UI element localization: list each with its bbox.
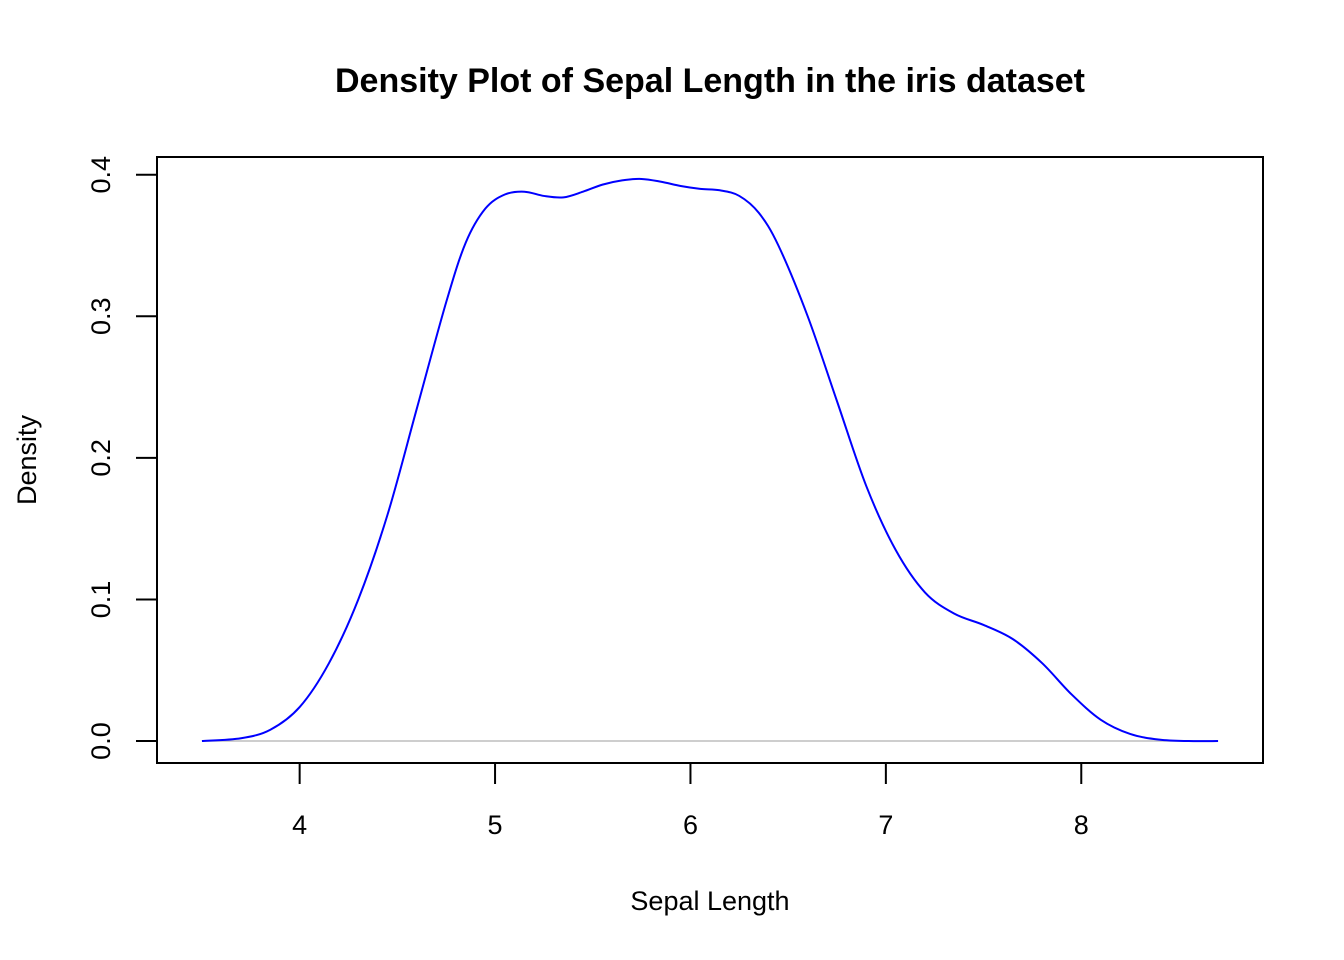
- x-axis-label: Sepal Length: [630, 886, 789, 916]
- x-axis: 4 5 6 7 8: [292, 762, 1089, 840]
- density-curve-0: [201, 177, 1219, 743]
- x-tick-label: 7: [878, 810, 893, 840]
- y-tick-label: 0.1: [86, 581, 116, 619]
- y-tick-label: 0.3: [86, 298, 116, 336]
- y-tick-label: 0.0: [86, 722, 116, 760]
- x-tick-label: 5: [488, 810, 503, 840]
- x-tick-label: 8: [1074, 810, 1089, 840]
- chart-title: Density Plot of Sepal Length in the iris…: [335, 62, 1085, 100]
- series-layer: [201, 177, 1219, 743]
- y-axis-label: Density: [12, 414, 42, 505]
- y-tick-label: 0.4: [86, 156, 116, 194]
- x-tick-label: 6: [683, 810, 698, 840]
- y-tick-label: 0.2: [86, 439, 116, 477]
- x-tick-label: 4: [292, 810, 307, 840]
- y-axis: 0.0 0.1 0.2 0.3 0.4: [86, 156, 158, 760]
